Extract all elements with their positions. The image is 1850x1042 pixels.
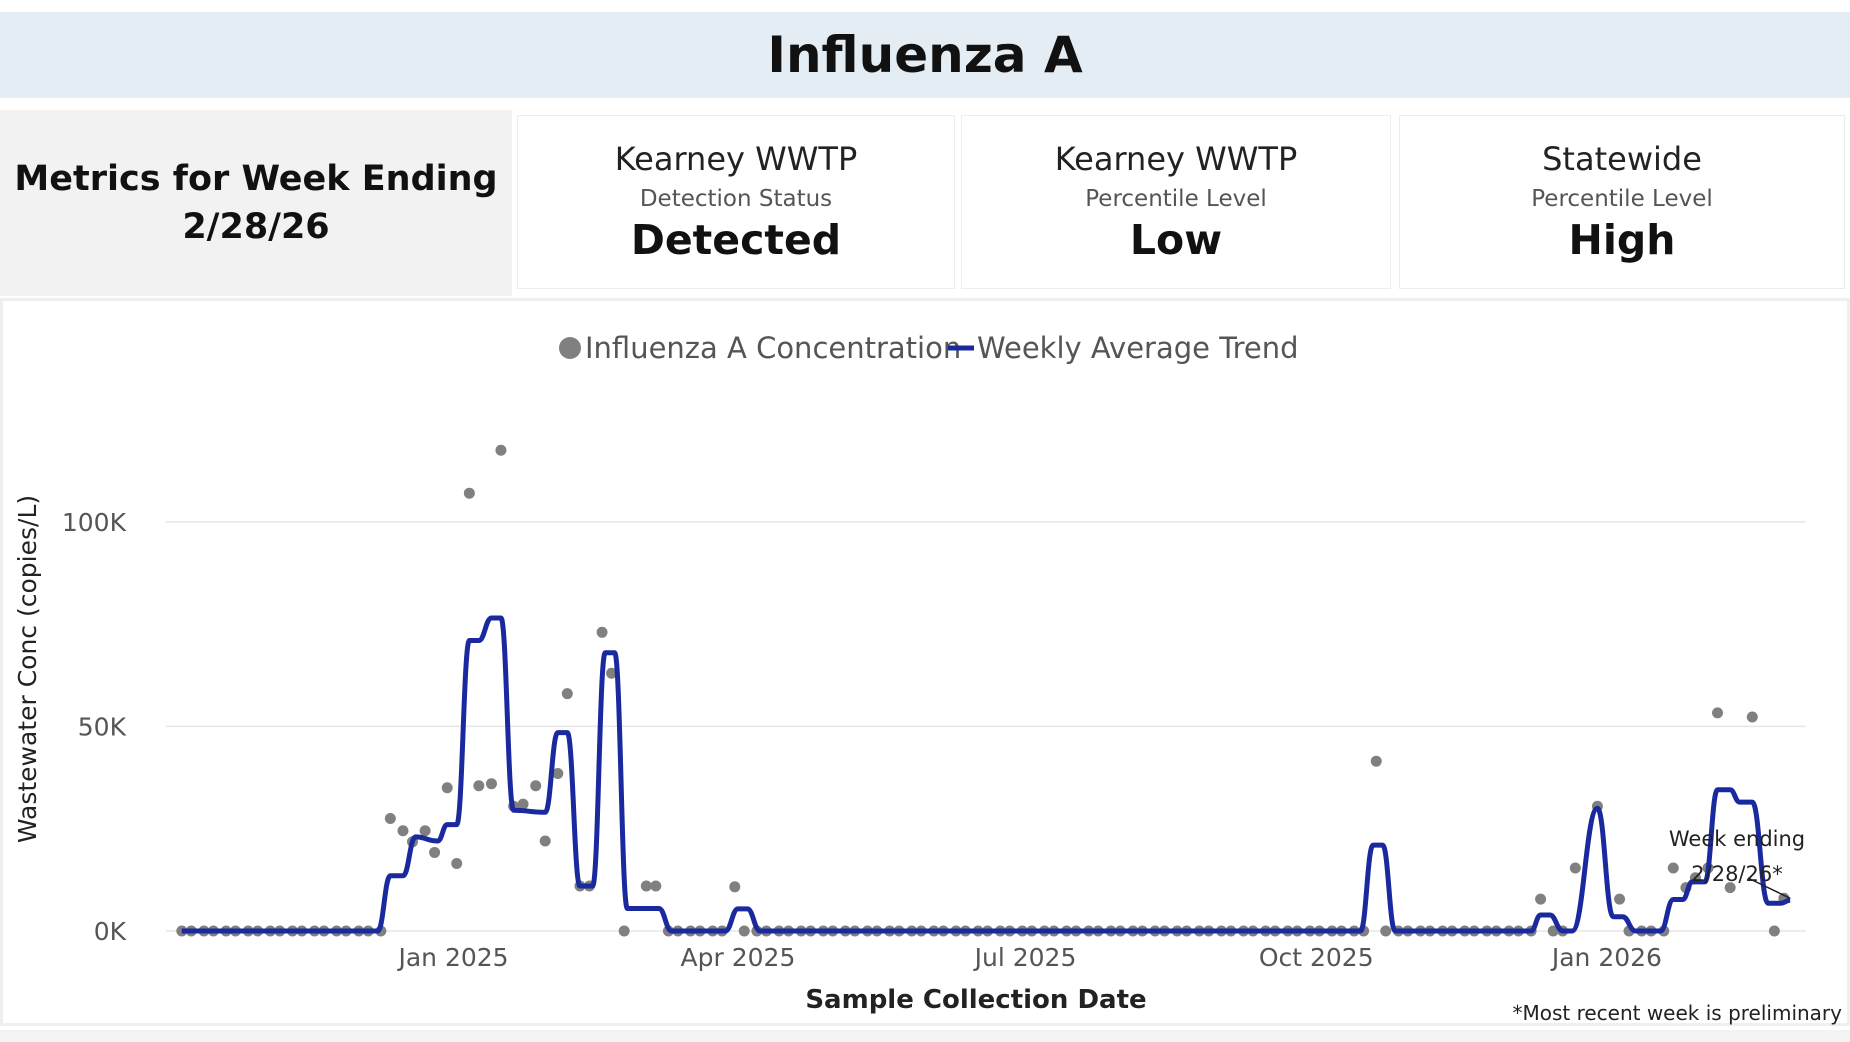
- card-value: Detected: [630, 216, 842, 264]
- y-axis-title: Wastewater Conc (copies/L): [13, 495, 42, 843]
- bottom-divider: [0, 1030, 1850, 1042]
- x-tick-label: Jul 2025: [973, 943, 1077, 972]
- x-tick-label: Apr 2025: [681, 943, 796, 972]
- concentration-point[interactable]: [441, 782, 453, 794]
- concentration-point[interactable]: [429, 846, 441, 858]
- concentration-point[interactable]: [1380, 925, 1392, 937]
- concentration-point[interactable]: [473, 780, 485, 792]
- card-metric: Percentile Level: [1531, 186, 1713, 212]
- legend[interactable]: Influenza A Concentration Weekly Average…: [559, 331, 1299, 365]
- concentration-dots: [176, 444, 1790, 937]
- y-tick-label: 100K: [62, 508, 127, 537]
- concentration-point[interactable]: [176, 925, 188, 937]
- metric-card-statewide-percentile: Statewide Percentile Level High: [1400, 116, 1844, 288]
- concentration-point[interactable]: [384, 812, 396, 824]
- card-metric: Percentile Level: [1085, 186, 1267, 212]
- metrics-label-line2: 2/28/26: [182, 207, 330, 247]
- annotation-line2: 2/28/26*: [1691, 862, 1782, 886]
- card-value: High: [1568, 216, 1676, 264]
- concentration-point[interactable]: [1712, 707, 1724, 719]
- legend-concentration-label: Influenza A Concentration: [585, 331, 961, 365]
- weekly-average-trend-line: [181, 615, 1791, 934]
- y-tick-label: 0K: [94, 917, 127, 946]
- concentration-point[interactable]: [539, 835, 551, 847]
- concentration-point[interactable]: [1547, 925, 1559, 937]
- concentration-point[interactable]: [485, 778, 497, 790]
- concentration-point[interactable]: [1724, 882, 1736, 894]
- concentration-point[interactable]: [606, 667, 618, 679]
- trend-line-layer: [181, 615, 1791, 934]
- metrics-row: Metrics for Week Ending 2/28/26 Kearney …: [0, 110, 1850, 296]
- card-site: Statewide: [1542, 140, 1702, 178]
- concentration-point[interactable]: [640, 880, 652, 892]
- x-axis-ticks: Jan 2025 Apr 2025 Jul 2025 Oct 2025 Jan 2026: [396, 943, 1661, 972]
- card-site: Kearney WWTP: [614, 140, 858, 178]
- concentration-point[interactable]: [1614, 893, 1626, 905]
- concentration-point[interactable]: [1370, 755, 1382, 767]
- title-bar: Influenza A: [0, 12, 1850, 98]
- chart-panel: [0, 298, 1850, 1026]
- x-tick-label: Oct 2025: [1259, 943, 1374, 972]
- x-tick-label: Jan 2025: [396, 943, 508, 972]
- metrics-week-label: Metrics for Week Ending 2/28/26: [0, 110, 512, 296]
- concentration-point[interactable]: [561, 688, 573, 700]
- legend-trend-label: Weekly Average Trend: [977, 331, 1299, 365]
- concentration-point[interactable]: [1667, 862, 1679, 874]
- metrics-label-line1: Metrics for Week Ending: [14, 159, 498, 199]
- page-title: Influenza A: [767, 26, 1083, 84]
- card-site: Kearney WWTP: [1054, 140, 1298, 178]
- concentration-point[interactable]: [738, 925, 750, 937]
- annotation-line1: Week ending: [1669, 827, 1805, 851]
- annotation-pointer: [1747, 877, 1791, 899]
- card-value: Low: [1129, 216, 1223, 264]
- concentration-point[interactable]: [596, 626, 608, 638]
- concentration-point[interactable]: [1569, 862, 1581, 874]
- concentration-point[interactable]: [530, 780, 542, 792]
- concentration-point[interactable]: [517, 798, 529, 810]
- concentration-point[interactable]: [650, 880, 662, 892]
- concentration-point[interactable]: [552, 767, 564, 779]
- metric-card-detection-status: Kearney WWTP Detection Status Detected: [518, 116, 954, 288]
- concentration-point[interactable]: [495, 444, 507, 456]
- annotation: Week ending 2/28/26*: [1669, 827, 1805, 899]
- card-metric: Detection Status: [639, 186, 833, 212]
- y-tick-label: 50K: [78, 712, 127, 741]
- legend-dot-icon: [559, 337, 581, 359]
- concentration-point[interactable]: [1535, 893, 1547, 905]
- metric-card-site-percentile: Kearney WWTP Percentile Level Low: [962, 116, 1390, 288]
- concentration-point[interactable]: [451, 857, 463, 869]
- concentration-point[interactable]: [1768, 925, 1780, 937]
- concentration-point[interactable]: [1746, 711, 1758, 723]
- concentration-point[interactable]: [729, 881, 741, 893]
- footnote: *Most recent week is preliminary: [1512, 1001, 1842, 1025]
- concentration-point[interactable]: [463, 487, 475, 499]
- concentration-point[interactable]: [618, 925, 630, 937]
- y-axis-ticks: 0K 50K 100K: [62, 508, 127, 946]
- x-axis-title: Sample Collection Date: [805, 985, 1146, 1015]
- x-tick-label: Jan 2026: [1550, 943, 1662, 972]
- concentration-point[interactable]: [419, 825, 431, 837]
- gridlines: [166, 521, 1806, 932]
- concentration-point[interactable]: [397, 825, 409, 837]
